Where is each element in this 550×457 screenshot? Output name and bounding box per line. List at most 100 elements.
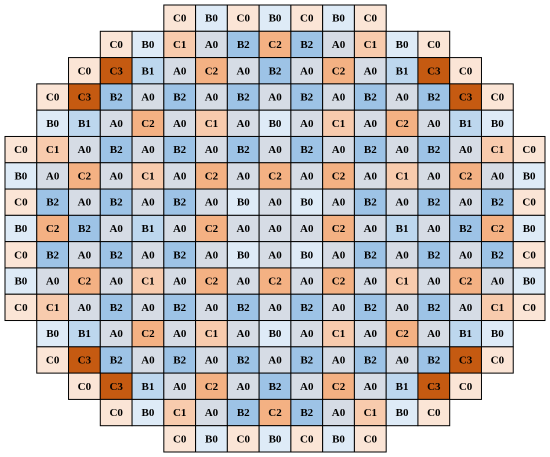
cell — [385, 57, 419, 85]
cell — [131, 398, 165, 427]
cell-label: B2 — [427, 197, 440, 209]
cell — [449, 83, 482, 111]
cell-label: A0 — [427, 223, 441, 235]
cell-label: C2 — [205, 170, 219, 182]
cell — [417, 372, 451, 400]
cell — [99, 30, 133, 59]
cell-label: C0 — [14, 249, 28, 261]
cell-label: B0 — [523, 170, 536, 182]
cell-label: A0 — [427, 118, 441, 130]
cell-label: A0 — [364, 223, 378, 235]
cell — [226, 346, 260, 374]
cell-label: A0 — [78, 302, 92, 314]
cell — [226, 372, 260, 400]
cell — [480, 346, 514, 374]
cell — [512, 188, 546, 216]
cell-label: C1 — [491, 302, 504, 314]
cell — [195, 57, 228, 85]
cell-label: C0 — [46, 92, 60, 104]
cell-label: A0 — [268, 249, 282, 261]
cell — [68, 372, 101, 400]
cell-label: A0 — [268, 223, 282, 235]
cell — [68, 320, 101, 348]
cell-label: C2 — [205, 276, 219, 288]
cell-label: A0 — [300, 276, 314, 288]
cell-label: B2 — [78, 223, 91, 235]
cell-label: A0 — [364, 170, 378, 182]
cell — [226, 214, 260, 243]
cell — [68, 188, 101, 216]
cell-label: C1 — [364, 407, 377, 419]
cell-label: B2 — [300, 355, 313, 367]
cell-label: A0 — [205, 302, 219, 314]
cell-label: C0 — [14, 144, 28, 156]
cell-label: A0 — [332, 197, 346, 209]
cell-label: C0 — [14, 197, 28, 209]
cell-label: A0 — [395, 144, 409, 156]
cell-label: C0 — [237, 13, 251, 25]
cell-label: C0 — [522, 144, 536, 156]
cell — [480, 320, 514, 348]
cell-label: A0 — [332, 302, 346, 314]
cell — [68, 214, 101, 243]
cell-label: A0 — [237, 118, 251, 130]
cell-label: B1 — [142, 381, 155, 393]
cell — [290, 372, 324, 400]
cell-label: C2 — [78, 170, 92, 182]
cell-label: B0 — [205, 433, 218, 445]
cell-label: C2 — [268, 170, 282, 182]
cell-label: C1 — [173, 39, 186, 51]
cell — [385, 372, 419, 400]
cell — [322, 372, 355, 400]
cell-label: A0 — [268, 355, 282, 367]
cell-label: C0 — [427, 39, 441, 51]
cell-label: B0 — [300, 249, 313, 261]
cell-label: B2 — [237, 39, 250, 51]
cell — [385, 241, 419, 269]
cell-label: A0 — [205, 249, 219, 261]
cell — [226, 135, 260, 164]
cell-label: C2 — [332, 223, 346, 235]
cell — [290, 30, 324, 59]
cell-label: B2 — [300, 407, 313, 419]
cell-label: B1 — [142, 65, 155, 77]
cell-label: B1 — [396, 65, 409, 77]
cell — [417, 267, 451, 295]
cell — [385, 346, 419, 374]
cell — [417, 30, 451, 59]
cell-label: C0 — [522, 197, 536, 209]
cell-label: C0 — [78, 381, 92, 393]
cell — [258, 188, 292, 216]
cell-label: A0 — [109, 276, 123, 288]
cell-label: C1 — [46, 302, 59, 314]
cell-label: C0 — [459, 381, 473, 393]
cell — [449, 372, 482, 400]
cell-label: C2 — [205, 223, 219, 235]
cell-label: B0 — [237, 249, 250, 261]
cell — [226, 109, 260, 137]
cell — [68, 241, 101, 269]
cell — [480, 109, 514, 137]
cell — [258, 162, 292, 190]
cell-label: B2 — [427, 302, 440, 314]
cell-label: B2 — [173, 144, 186, 156]
cell-label: C0 — [173, 13, 187, 25]
cell — [226, 188, 260, 216]
cell — [322, 57, 355, 85]
cell-label: C0 — [109, 39, 123, 51]
cell-label: B0 — [205, 13, 218, 25]
cell-label: C2 — [141, 328, 155, 340]
cell — [226, 425, 260, 453]
cell — [417, 346, 451, 374]
cell-label: B0 — [142, 407, 155, 419]
cell — [195, 162, 228, 190]
cell-label: B2 — [237, 92, 250, 104]
cell-label: A0 — [459, 144, 473, 156]
cell — [99, 162, 133, 190]
cell-label: A0 — [46, 170, 60, 182]
cell-label: A0 — [141, 302, 155, 314]
cell — [290, 241, 324, 269]
cell — [353, 83, 387, 111]
cell-label: B2 — [364, 249, 377, 261]
